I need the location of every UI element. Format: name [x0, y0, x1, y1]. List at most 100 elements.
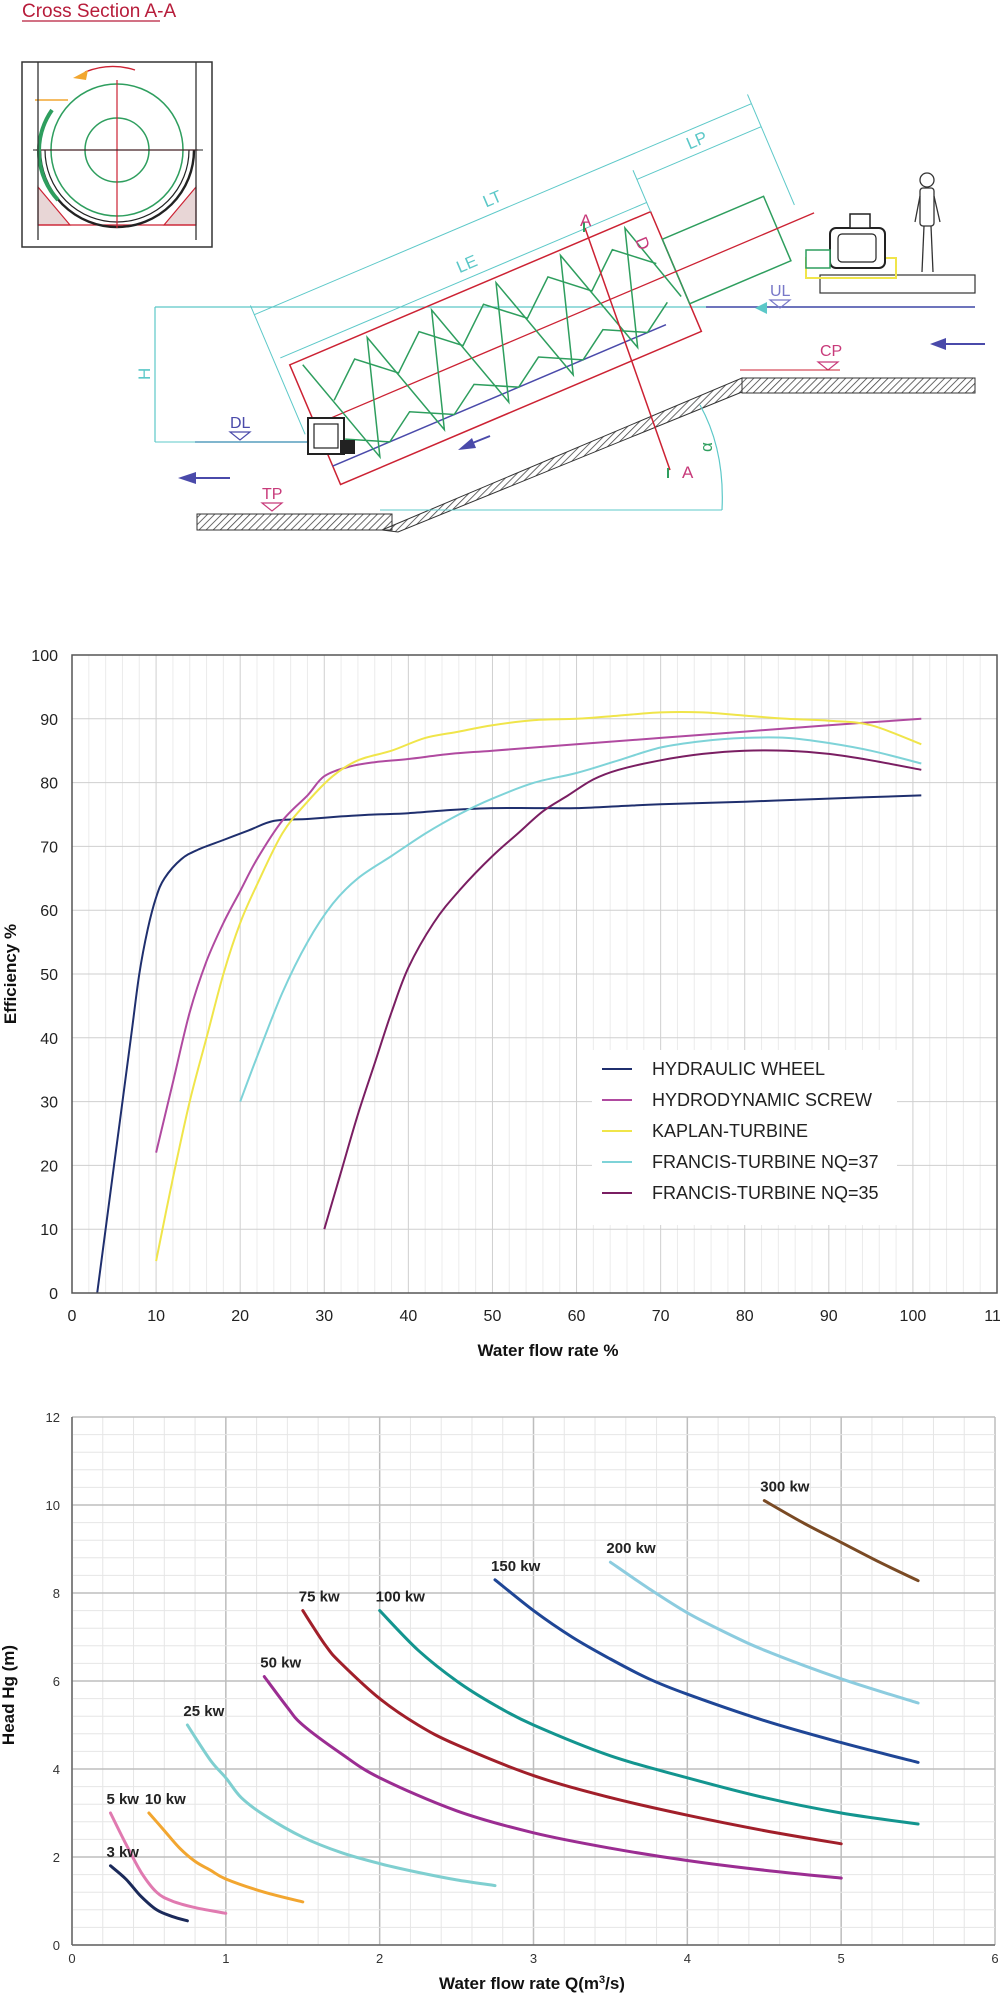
head-y-tick: 8 [53, 1586, 60, 1601]
efficiency-x-tick: 10 [147, 1308, 165, 1325]
head-curve-label: 3 kw [106, 1844, 139, 1861]
slope-hatch [380, 377, 743, 533]
diameter-label: D [631, 234, 653, 253]
efficiency-plot-frame [71, 654, 998, 1294]
head-series-line-5 [301, 1609, 843, 1846]
le-label: LE [454, 251, 481, 277]
screw-axis [314, 212, 815, 426]
lt-label: LT [480, 187, 505, 212]
inset-rotation-arrow [84, 65, 136, 73]
tp-marker: TP [260, 486, 284, 512]
efficiency-x-tick: 20 [231, 1308, 249, 1325]
screw-flow-arrow [458, 438, 476, 450]
head-series-line-0 [109, 1864, 189, 1923]
head-curve-label: 10 kw [145, 1791, 186, 1808]
head-series-line-6 [378, 1609, 920, 1826]
head-series-line-1 [109, 1811, 228, 1915]
head-x-tick: 4 [684, 1951, 691, 1966]
section-title: Cross Section A-A [22, 1, 176, 22]
efficiency-legend-label: FRANCIS-TURBINE NQ=35 [652, 1183, 879, 1203]
efficiency-ticks: 0 10 20 30 40 50 60 70 80 90 100 110 0 10 20 30 40 50 60 70… [31, 648, 1000, 1325]
lower-bearing-icon [307, 417, 355, 455]
svg-text:CP: CP [820, 343, 842, 360]
efficiency-legend-label: HYDRODYNAMIC SCREW [652, 1090, 872, 1110]
motor-gearbox-icon [805, 213, 897, 279]
efficiency-y-tick: 60 [40, 903, 58, 920]
head-y-tick: 12 [46, 1410, 60, 1425]
cp-marker: CP [740, 343, 842, 371]
outflow-arrow [178, 472, 196, 484]
efficiency-y-tick: 30 [40, 1095, 58, 1112]
alpha-label: α [697, 442, 716, 452]
efficiency-legend-label: HYDRAULIC WHEEL [652, 1059, 825, 1079]
head-series-line-8 [608, 1560, 920, 1705]
efficiency-y-tick: 70 [40, 839, 58, 856]
head-x-tick: 1 [222, 1951, 229, 1966]
screw-assembly: LT LP LE [249, 94, 815, 486]
efficiency-y-tick: 80 [40, 776, 58, 793]
head-curve-label: 75 kw [299, 1589, 340, 1606]
lp-dimension-line [636, 126, 762, 180]
inset-water [37, 108, 60, 202]
efficiency-series [96, 711, 922, 1294]
efficiency-x-tick: 50 [484, 1308, 502, 1325]
ul-marker: UL [768, 283, 792, 309]
dl-marker: DL [228, 415, 252, 441]
efficiency-x-tick: 40 [399, 1308, 417, 1325]
efficiency-legend: HYDRAULIC WHEEL HYDRODYNAMIC SCREW KAPLAN-… [592, 1050, 897, 1225]
head-series-line-7 [493, 1578, 920, 1764]
lower-ground [196, 274, 976, 533]
efficiency-series-line-2 [155, 711, 922, 1262]
efficiency-y-tick: 10 [40, 1222, 58, 1239]
efficiency-x-axis-title: Water flow rate % [477, 1341, 618, 1360]
inflow-arrow [930, 338, 946, 350]
efficiency-series-line-1 [155, 717, 922, 1153]
lp-label: LP [684, 128, 711, 154]
head-x-tick: 2 [376, 1951, 383, 1966]
section-a-top-label: A [580, 211, 592, 230]
efficiency-series-line-3 [239, 736, 922, 1102]
svg-text:UL: UL [770, 283, 791, 300]
head-y-tick: 2 [53, 1850, 60, 1865]
lt-dimension-line [254, 103, 752, 316]
head-curve-label: 150 kw [491, 1558, 541, 1575]
efficiency-y-axis-title: Efficiency % [1, 924, 20, 1024]
head-curve-label: 200 kw [606, 1540, 656, 1557]
efficiency-x-tick: 30 [315, 1308, 333, 1325]
head-series-line-9 [762, 1499, 920, 1583]
head-curve-label: 25 kw [183, 1703, 224, 1720]
head-y-axis-title: Head Hg (m) [0, 1645, 18, 1745]
head-y-tick: 10 [46, 1498, 60, 1513]
efficiency-series-line-4 [323, 749, 922, 1230]
head-x-tick: 3 [530, 1951, 537, 1966]
efficiency-x-tick: 80 [736, 1308, 754, 1325]
screw-flights [302, 225, 682, 460]
alpha-arc [699, 404, 723, 511]
efficiency-y-tick: 90 [40, 712, 58, 729]
svg-text:DL: DL [230, 415, 251, 432]
head-x-axis-title: Water flow rate Q(m3/s) [439, 1974, 625, 1993]
head-curve-label: 100 kw [376, 1589, 426, 1606]
efficiency-chart: 0 10 20 30 40 50 60 70 80 90 100 110 0 10 20 30 40 50 60 70… [1, 648, 1000, 1360]
efficiency-series-line-0 [96, 794, 922, 1294]
efficiency-x-tick: 100 [900, 1308, 927, 1325]
efficiency-x-tick: 60 [568, 1308, 586, 1325]
efficiency-y-tick: 40 [40, 1031, 58, 1048]
efficiency-x-tick: 70 [652, 1308, 670, 1325]
section-line-aa [584, 227, 671, 471]
upper-ground [741, 377, 976, 394]
head-grid [71, 1416, 996, 1946]
efficiency-legend-label: FRANCIS-TURBINE NQ=37 [652, 1152, 879, 1172]
efficiency-y-tick: 0 [49, 1286, 58, 1303]
head-curve-labels: 3 kw 5 kw 10 kw 25 kw 50 kw 75 kw 100 kw 150 kw… [106, 1479, 809, 1861]
motor-platform [819, 274, 976, 294]
head-y-tick: 4 [53, 1762, 60, 1777]
head-y-tick: 6 [53, 1674, 60, 1689]
efficiency-x-tick: 90 [820, 1308, 838, 1325]
person-scale-icon [914, 172, 941, 273]
efficiency-y-tick: 20 [40, 1158, 58, 1175]
head-series [109, 1499, 920, 1923]
screw-diagram: Cross Section A-A [21, 1, 985, 533]
